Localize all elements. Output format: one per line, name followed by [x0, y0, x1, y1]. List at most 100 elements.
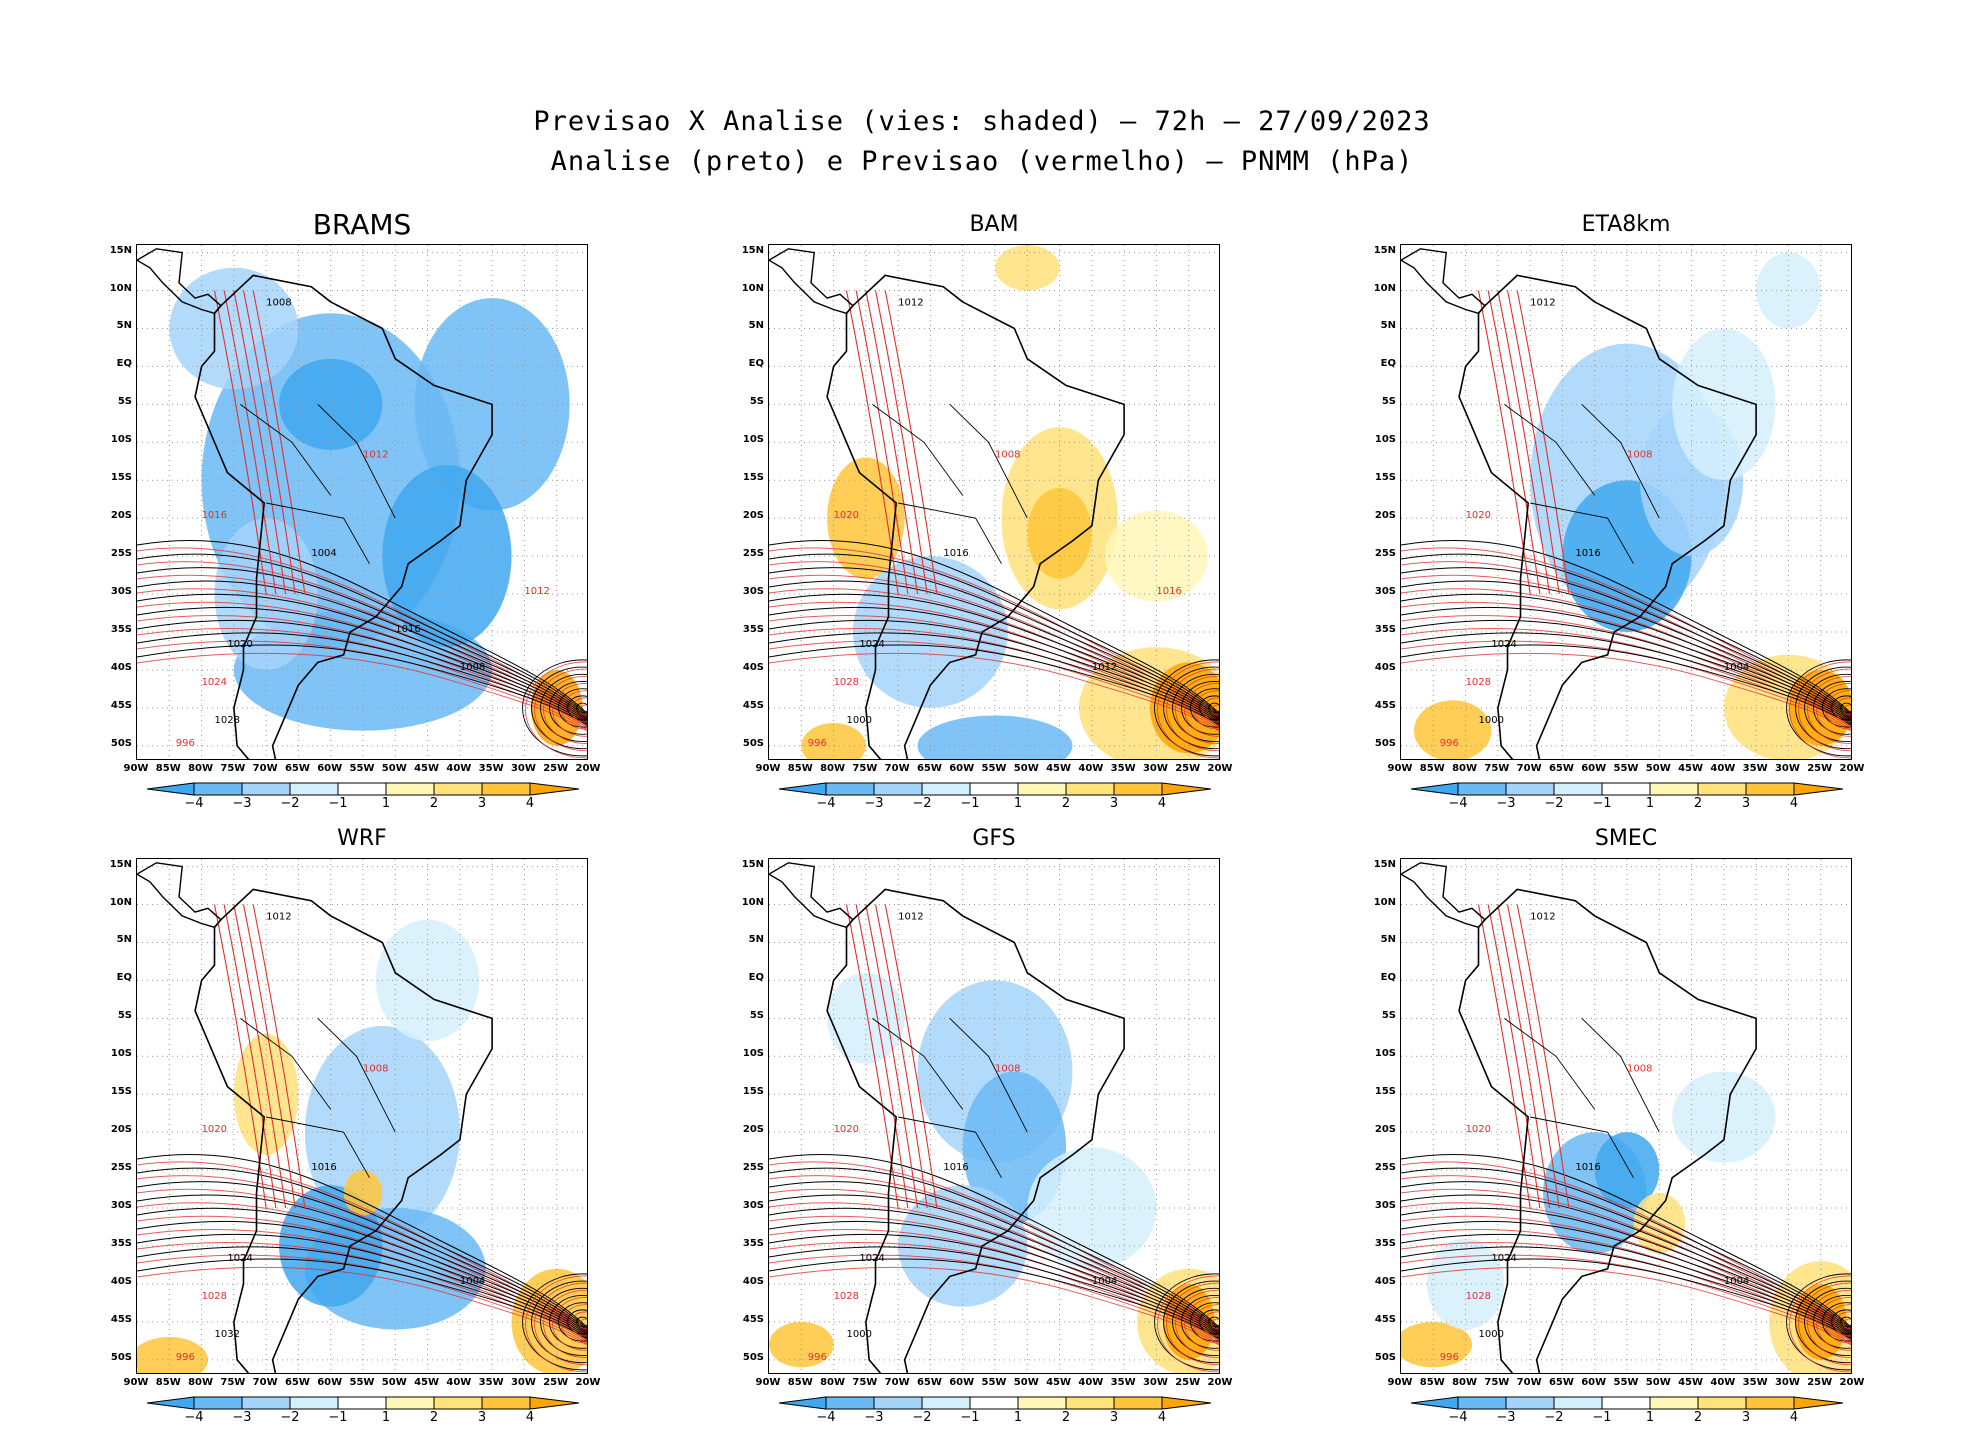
lat-tick-label: 20S	[742, 510, 764, 522]
lon-tick-label: 75W	[220, 1377, 246, 1388]
lon-tick-label: 70W	[252, 763, 278, 774]
colorbar-swatch	[241, 1396, 291, 1410]
lon-tick-label: 65W	[1548, 1377, 1574, 1388]
contour-label: 1000	[846, 1329, 871, 1340]
colorbar-swatch	[1649, 1396, 1699, 1410]
analysis-isobar	[769, 1207, 1219, 1334]
colorbar-label: −4	[816, 796, 836, 811]
contour-label: 1020	[1466, 1124, 1491, 1135]
colorbar-swatch	[825, 782, 875, 796]
contour-label: 996	[176, 1352, 195, 1363]
contour-label: 1004	[311, 548, 336, 559]
lat-tick-label: EQ	[748, 972, 764, 984]
lat-tick-label: 5S	[1381, 396, 1396, 408]
map-bam: 1012 1008 1016 1020 1024 1028 1000 996 1012 1016	[768, 244, 1220, 760]
contour-label: 1000	[1478, 1329, 1503, 1340]
lat-tick-label: 35S	[742, 624, 764, 635]
analysis-isobar	[137, 553, 587, 716]
map-canvas: 1008 1012 1004 1016 1020 1024 1028 996 1008 1012 1…	[137, 245, 587, 759]
contour-label: 1028	[834, 1291, 859, 1302]
lat-tick-label: 20S	[110, 1124, 132, 1136]
lat-tick-label: 10S	[1374, 434, 1396, 446]
lat-tick-label: 15N	[741, 244, 764, 256]
lon-tick-label: 25W	[1807, 1377, 1833, 1388]
map-smec: 1012 1008 1016 1020 1024 1028 1000 996 1004	[1400, 858, 1852, 1374]
bias-shading	[1672, 328, 1776, 481]
colorbar-swatch	[969, 1396, 1019, 1410]
colorbar-swatch	[1649, 782, 1699, 796]
colorbar-label: 2	[1693, 796, 1703, 811]
lon-tick-label: 50W	[381, 1377, 407, 1388]
colorbar-label: 4	[1157, 796, 1167, 811]
analysis-isobar	[137, 539, 587, 714]
colorbar-label: 3	[477, 796, 487, 811]
analysis-isobar	[1401, 1194, 1851, 1333]
contour-label: 1008	[995, 1063, 1020, 1074]
contour-label: 1012	[898, 912, 923, 923]
lat-tick-label: 40S	[110, 1275, 132, 1287]
colorbar-label: 1	[1645, 1410, 1655, 1425]
colorbar-swatch	[1065, 782, 1115, 796]
lon-tick-label: 90W	[123, 1377, 149, 1388]
contour-label: 1012	[1530, 298, 1555, 309]
colorbar-swatch	[1793, 782, 1844, 796]
lon-tick-label: 80W	[1452, 763, 1478, 774]
colorbar-label: 4	[525, 796, 535, 811]
colorbar-label: 4	[1157, 1410, 1167, 1425]
coastline-central-america	[1401, 862, 1486, 929]
colorbar-swatch	[1410, 1396, 1459, 1410]
contour-label: 1016	[395, 624, 420, 635]
colorbar-swatch	[1113, 782, 1163, 796]
lat-tick-label: 50S	[742, 1351, 764, 1363]
lat-tick-label: 25S	[1374, 1162, 1396, 1174]
colorbar-swatch	[146, 782, 195, 796]
contour-label: 996	[808, 1352, 827, 1363]
analysis-isobar	[1401, 1220, 1851, 1336]
contour-label: 1028	[202, 1291, 227, 1302]
lat-tick-label: 5N	[1380, 934, 1396, 946]
colorbar-label: −4	[184, 1410, 204, 1425]
colorbar-swatch	[193, 782, 243, 796]
lon-tick-label: 75W	[1484, 1377, 1510, 1388]
analysis-isobar	[769, 644, 1219, 726]
contour-label: 1016	[1156, 586, 1181, 597]
contour-label: 1020	[1466, 510, 1491, 521]
colorbar-swatch	[1697, 782, 1747, 796]
lat-tick-label: 20S	[742, 1124, 764, 1136]
analysis-isobar	[1401, 1167, 1851, 1330]
lon-tick-label: 20W	[575, 1377, 601, 1388]
lon-tick-label: 35W	[1110, 763, 1136, 774]
lat-tick-label: 25S	[110, 548, 132, 560]
contour-label: 1020	[834, 510, 859, 521]
contour-label: 1012	[1092, 662, 1117, 673]
lat-tick-label: 35S	[742, 1238, 764, 1249]
colorbar-swatch	[1161, 782, 1212, 796]
colorbar-swatch	[481, 782, 531, 796]
contour-label: 1004	[1724, 662, 1749, 673]
analysis-isobar	[137, 580, 587, 719]
contour-label: 1000	[1478, 715, 1503, 726]
contour-label: 996	[176, 738, 195, 749]
lon-tick-label: 40W	[446, 763, 472, 774]
contour-label: 1024	[1491, 639, 1516, 650]
bias-shading	[1788, 669, 1851, 746]
forecast-isobar	[137, 1188, 587, 1337]
panel-title: BAM	[969, 212, 1019, 237]
lat-tick-label: 15S	[1374, 1086, 1396, 1098]
lon-tick-label: 65W	[284, 1377, 310, 1388]
contour-label: 1012	[898, 298, 923, 309]
lon-tick-label: 70W	[1516, 1377, 1542, 1388]
contour-label: 1000	[846, 715, 871, 726]
analysis-isobar	[1401, 539, 1851, 714]
bias-shading	[382, 465, 512, 648]
forecast-isobar	[137, 547, 587, 720]
contour-label: 996	[1440, 738, 1459, 749]
contour-label: 1008	[460, 662, 485, 673]
lat-tick-label: 35S	[1374, 624, 1396, 635]
lat-tick-label: 40S	[742, 661, 764, 673]
contour-label: 1020	[202, 1124, 227, 1135]
colorbar-label: −4	[1448, 1410, 1468, 1425]
contour-label: 1016	[943, 1162, 968, 1173]
colorbar	[1410, 782, 1844, 796]
map-gfs: 1012 1008 1016 1020 1024 1028 1000 996 1004	[768, 858, 1220, 1374]
